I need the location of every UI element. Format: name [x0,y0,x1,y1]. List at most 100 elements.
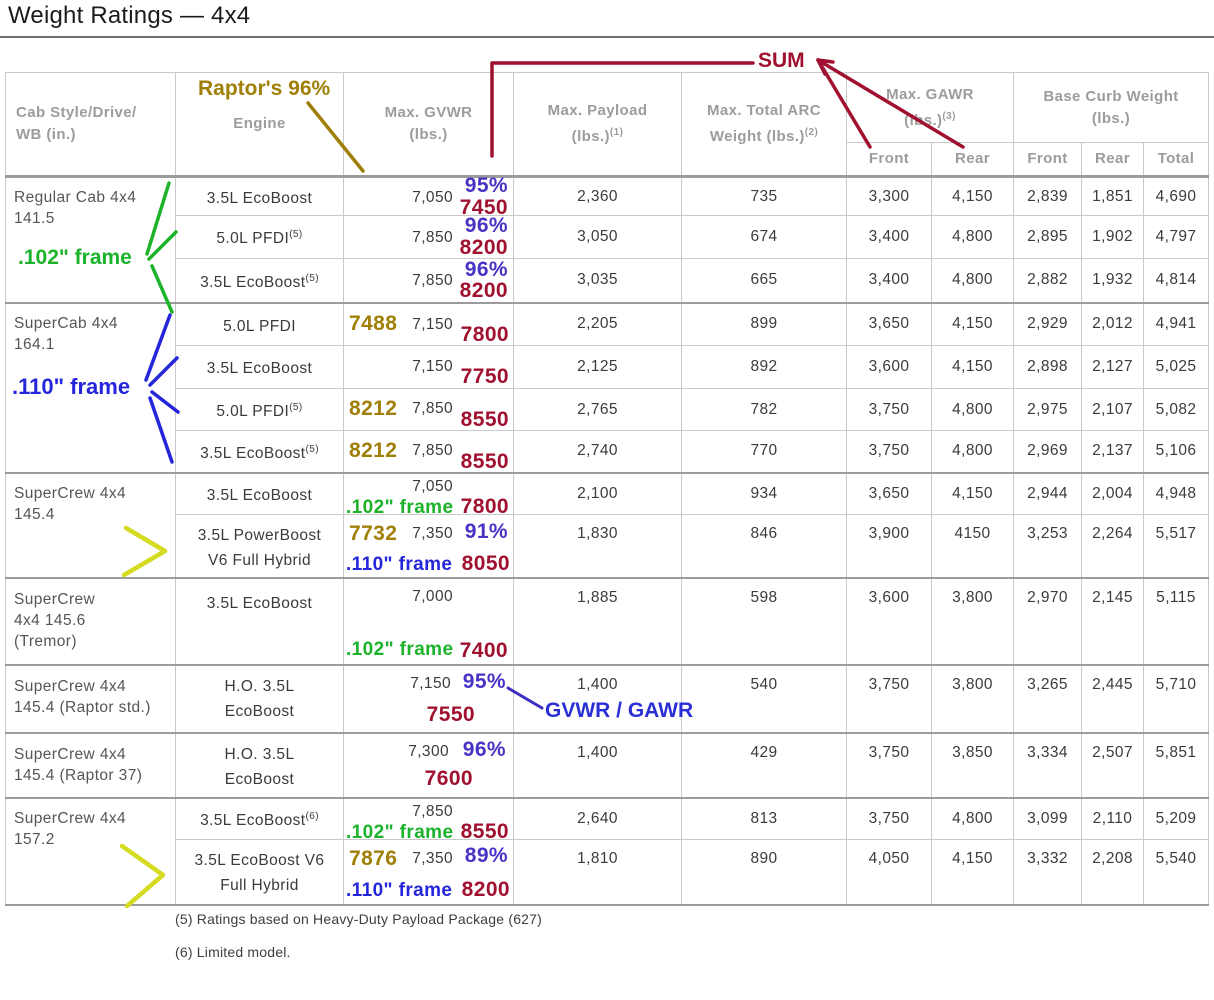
table-row: SuperCrew 4x4 145.6 (Tremor) 3.5L EcoBoo… [5,576,1209,665]
annotation-olive-gvwr: 8212 [349,397,398,420]
curb-total-cell: 5,025 [1143,345,1209,389]
gvwr-value: 7,150 [412,315,453,333]
gawr-front-cell: 3,750 [846,663,932,733]
engine-cell: H.O. 3.5L EcoBoost [175,663,344,733]
annotation-red-gvwr: 8550 [460,449,509,473]
subheader-curb-rear: Rear [1081,142,1144,178]
col-header-curb: Base Curb Weight (lbs.) [1013,72,1209,143]
engine-cell: 3.5L EcoBoost(5) [175,430,344,473]
gvwr-value: 7,050 [412,189,453,206]
curb-total-cell: 5,710 [1143,663,1209,733]
gvwr-value: 7,300 [408,742,449,760]
gawr-rear-cell: 3,850 [931,731,1014,798]
arc-cell: 934 [681,471,847,515]
gawr-rear-cell: 4,150 [931,301,1014,346]
payload-cell: 2,765 [513,388,682,431]
subheader-gawr-rear: Rear [931,142,1014,178]
annotation-red-gvwr: 8550 [460,820,509,843]
curb-front-cell: 2,929 [1013,301,1082,346]
engine-cell: 3.5L EcoBoost [175,176,344,216]
gvwr-value: 7,850 [412,442,453,459]
annotation-red-gvwr: 7800 [460,495,509,518]
annotation-raptors-96: Raptor's 96% [198,77,331,100]
annotation-frame-102: .102" frame [346,497,454,518]
curb-front-cell: 2,969 [1013,430,1082,473]
annotation-frame-110: .110" frame [346,553,453,575]
engine-cell: 5.0L PFDI [175,301,344,346]
annotation-olive-gvwr: 8212 [349,439,398,462]
curb-total-cell: 5,209 [1143,796,1209,840]
subheader-curb-total: Total [1143,142,1209,178]
arc-cell: 846 [681,514,847,578]
gvwr-cell: 7,050 .102" frame 7800 [343,471,514,518]
annotation-olive-gvwr: 7488 [349,311,398,335]
payload-cell: 1,810 [513,839,682,905]
curb-front-cell: 2,895 [1013,215,1082,259]
annotation-red-gvwr: 7800 [460,323,509,346]
arc-cell: 813 [681,796,847,840]
subheader-gawr-front: Front [846,142,932,178]
curb-front-cell: 2,882 [1013,258,1082,303]
curb-total-cell: 5,517 [1143,514,1209,578]
curb-rear-cell: 1,902 [1081,215,1144,259]
engine-cell: 5.0L PFDI(5) [175,388,344,431]
annotation-percent: 96% [464,214,508,237]
annotation-gvwr-gawr: GVWR / GAWR [545,699,694,722]
annotation-percent: 89% [464,844,508,867]
gawr-front-cell: 3,300 [846,176,932,216]
curb-rear-cell: 2,012 [1081,301,1144,346]
payload-cell: 2,360 [513,176,682,216]
gawr-rear-cell: 4,150 [931,345,1014,389]
gvwr-cell: 8212 7,850 8550 [343,430,514,473]
curb-total-cell: 5,851 [1143,731,1209,798]
gawr-front-cell: 3,750 [846,430,932,473]
table-row: 3.5L PowerBoost V6 Full Hybrid 7732 7,35… [6,514,1209,578]
gawr-front-cell: 3,400 [846,215,932,259]
table-row: Regular Cab 4x4 141.5 3.5L EcoBoost 7,05… [5,174,1209,303]
curb-front-cell: 3,265 [1013,663,1082,733]
curb-rear-cell: 1,851 [1081,176,1144,216]
payload-cell: 2,205 [513,301,682,346]
gawr-rear-cell: 4150 [931,514,1014,578]
curb-rear-cell: 2,137 [1081,430,1144,473]
cab-cell: SuperCrew 4x4 145.4 (Raptor std.) [5,663,176,733]
gvwr-cell: 7,150 95% 7550 [343,663,514,733]
gvwr-value: 7,150 [412,358,453,375]
gawr-front-cell: 3,600 [846,576,932,665]
gvwr-cell: 8212 7,850 8550 [343,388,514,431]
gvwr-cell: 7,850 96% 8200 [343,258,514,303]
gvwr-cell: 7,850 96% 8200 [343,214,514,259]
arc-cell: 899 [681,301,847,346]
annotation-percent: 96% [462,737,506,761]
engine-cell: 3.5L EcoBoost [175,576,344,665]
engine-cell: 3.5L EcoBoost(6) [175,796,344,840]
gvwr-cell: 7876 7,350 89% .110" frame 8200 [343,839,514,905]
gawr-rear-cell: 4,800 [931,258,1014,303]
payload-cell: 2,740 [513,430,682,473]
gawr-rear-cell: 4,800 [931,796,1014,840]
gvwr-value: 7,150 [410,674,451,692]
table-row: SuperCrew 4x4 157.2 3.5L EcoBoost(6) 7,8… [5,796,1209,905]
cab-cell: SuperCrew 4x4 145.6 (Tremor) [5,576,176,665]
engine-cell: 3.5L EcoBoost [175,471,344,515]
col-header-arc: Max. Total ARC Weight (lbs.)(2) [681,72,847,178]
curb-total-cell: 4,797 [1143,215,1209,259]
payload-cell: 1,400 [513,731,682,798]
annotation-red-gvwr: 7450 [459,196,508,219]
annotation-percent: 96% [464,258,508,281]
curb-rear-cell: 2,145 [1081,576,1144,665]
table-row: 3.5L EcoBoost V6 Full Hybrid 7876 7,350 … [6,839,1209,905]
gvwr-cell: 7732 7,350 91% .110" frame 8050 [343,514,514,578]
payload-cell: 2,125 [513,345,682,389]
annotation-red-gvwr: 7750 [460,365,509,388]
gvwr-value: 7,350 [412,525,453,542]
gawr-rear-cell: 4,800 [931,215,1014,259]
gawr-front-cell: 4,050 [846,839,932,905]
annotation-red-gvwr: 7600 [424,766,473,790]
arc-cell: 665 [681,258,847,303]
engine-cell: H.O. 3.5L EcoBoost [175,731,344,798]
annotation-percent: 95% [464,174,508,197]
col-header-gawr: Max. GAWR (lbs.)(3) [846,72,1014,143]
table-row: 3.5L EcoBoost(5) 7,850 96% 8200 3,035 66… [6,258,1209,303]
